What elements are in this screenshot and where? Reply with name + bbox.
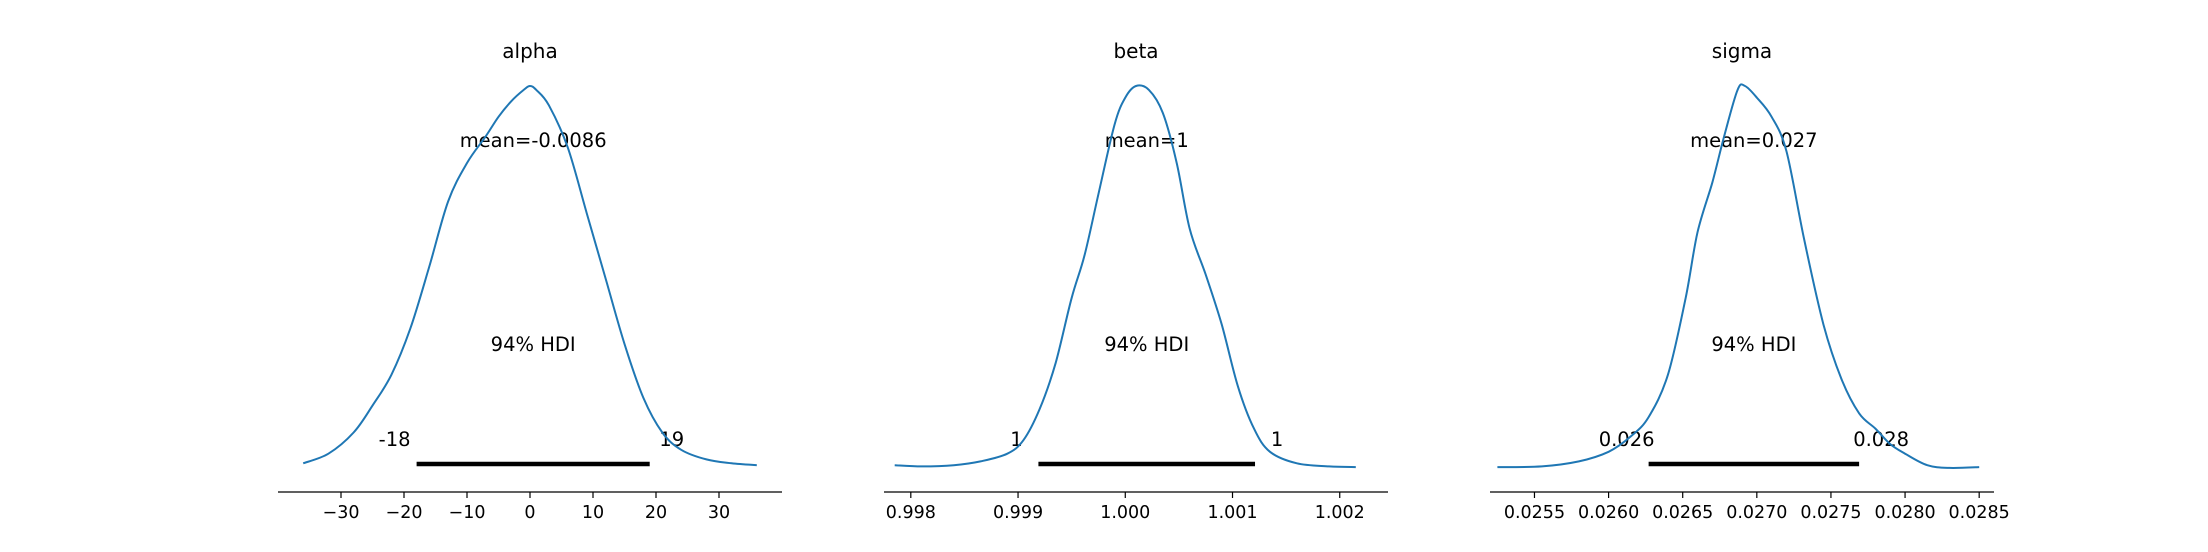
posterior-panel-alpha: alpha mean=-0.0086 94% HDI -18 19 −30 −20… <box>278 39 782 523</box>
x-tick-label: 0.999 <box>993 503 1043 523</box>
x-tick-label: −10 <box>449 503 486 523</box>
hdi-label: 94% HDI <box>1104 333 1189 356</box>
hdi-lower-label: -18 <box>379 428 411 451</box>
x-tick-label: 0.0275 <box>1800 503 1861 523</box>
hdi-upper-label: 0.028 <box>1853 428 1909 451</box>
x-ticks: −30 −20 −10 0 10 20 30 <box>323 492 730 523</box>
mean-label: mean=1 <box>1105 129 1189 152</box>
x-tick-label: 30 <box>708 503 730 523</box>
density-curve <box>302 84 757 467</box>
x-tick-label: 0.0285 <box>1949 503 2010 523</box>
x-tick-label: 0.0280 <box>1874 503 1935 523</box>
x-tick-label: 1.002 <box>1315 503 1365 523</box>
density-curve <box>1497 83 1980 469</box>
x-tick-label: 0.998 <box>886 503 936 523</box>
x-tick-label: 0.0270 <box>1726 503 1787 523</box>
posterior-panel-beta: beta mean=1 94% HDI 1 1 0.998 0.999 1.000 1… <box>884 39 1388 523</box>
x-tick-label: 0.0265 <box>1652 503 1713 523</box>
hdi-label: 94% HDI <box>1711 333 1796 356</box>
x-tick-label: 1.001 <box>1207 503 1257 523</box>
x-ticks: 0.0255 0.0260 0.0265 0.0270 0.0275 0.0280 0.02… <box>1504 492 2010 523</box>
x-tick-label: 0 <box>524 503 535 523</box>
panel-title: beta <box>1113 39 1158 63</box>
density-curve <box>894 84 1356 469</box>
mean-label: mean=-0.0086 <box>460 129 607 152</box>
posterior-panel-sigma: sigma mean=0.027 94% HDI 0.026 0.028 0.0… <box>1490 39 2010 523</box>
x-tick-label: 10 <box>582 503 604 523</box>
hdi-upper-label: 19 <box>659 428 684 451</box>
x-tick-label: −20 <box>386 503 423 523</box>
hdi-label: 94% HDI <box>491 333 576 356</box>
x-tick-label: 0.0260 <box>1578 503 1639 523</box>
panel-title: sigma <box>1712 39 1772 63</box>
x-tick-label: 1.000 <box>1100 503 1150 523</box>
x-ticks: 0.998 0.999 1.000 1.001 1.002 <box>886 492 1365 523</box>
panel-title: alpha <box>502 39 557 63</box>
x-tick-label: 0.0255 <box>1504 503 1565 523</box>
x-tick-label: 20 <box>645 503 667 523</box>
hdi-upper-label: 1 <box>1271 428 1283 451</box>
mean-label: mean=0.027 <box>1690 129 1817 152</box>
x-tick-label: −30 <box>323 503 360 523</box>
